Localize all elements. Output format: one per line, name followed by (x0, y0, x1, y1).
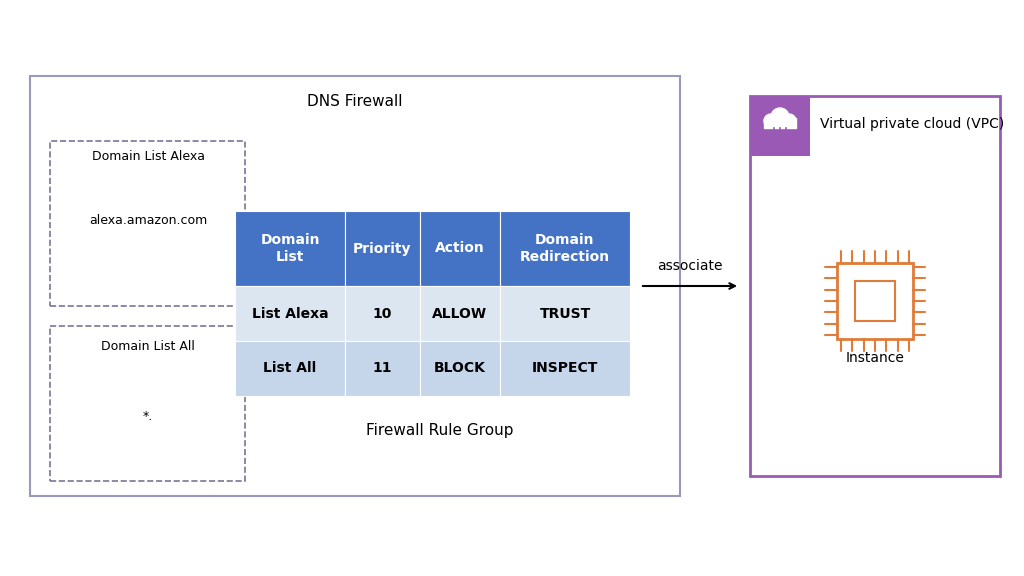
FancyBboxPatch shape (345, 341, 420, 396)
Circle shape (771, 108, 790, 126)
FancyBboxPatch shape (764, 118, 796, 128)
Text: Priority: Priority (353, 241, 412, 256)
FancyBboxPatch shape (750, 96, 810, 156)
Text: Instance: Instance (846, 351, 904, 365)
FancyBboxPatch shape (234, 211, 345, 286)
FancyBboxPatch shape (500, 341, 630, 396)
Text: Domain List Alexa: Domain List Alexa (91, 150, 205, 162)
Text: BLOCK: BLOCK (434, 362, 486, 376)
Text: List Alexa: List Alexa (252, 306, 329, 320)
FancyBboxPatch shape (50, 141, 245, 306)
FancyBboxPatch shape (420, 341, 500, 396)
Text: Firewall Rule Group: Firewall Rule Group (367, 423, 514, 438)
Text: 11: 11 (373, 362, 392, 376)
FancyBboxPatch shape (234, 341, 345, 396)
FancyBboxPatch shape (750, 96, 1000, 476)
FancyBboxPatch shape (50, 326, 245, 481)
Circle shape (782, 114, 796, 128)
Text: 10: 10 (373, 306, 392, 320)
FancyBboxPatch shape (420, 211, 500, 286)
Text: Domain List All: Domain List All (101, 339, 195, 353)
Text: *.: *. (143, 410, 154, 423)
FancyBboxPatch shape (30, 76, 680, 496)
Text: TRUST: TRUST (540, 306, 591, 320)
Text: Action: Action (435, 241, 485, 256)
FancyBboxPatch shape (345, 211, 420, 286)
Text: ALLOW: ALLOW (432, 306, 487, 320)
FancyBboxPatch shape (345, 286, 420, 341)
Text: alexa.amazon.com: alexa.amazon.com (89, 214, 207, 228)
FancyBboxPatch shape (837, 263, 913, 339)
FancyBboxPatch shape (500, 286, 630, 341)
Text: List All: List All (263, 362, 316, 376)
Text: Domain
Redirection: Domain Redirection (520, 233, 610, 264)
Text: associate: associate (657, 259, 723, 273)
FancyBboxPatch shape (420, 286, 500, 341)
FancyBboxPatch shape (500, 211, 630, 286)
Text: INSPECT: INSPECT (531, 362, 598, 376)
Text: Virtual private cloud (VPC): Virtual private cloud (VPC) (820, 117, 1005, 131)
FancyBboxPatch shape (234, 286, 345, 341)
Text: Domain
List: Domain List (260, 233, 319, 264)
Text: DNS Firewall: DNS Firewall (307, 93, 402, 108)
Circle shape (764, 114, 778, 128)
FancyBboxPatch shape (855, 281, 895, 321)
